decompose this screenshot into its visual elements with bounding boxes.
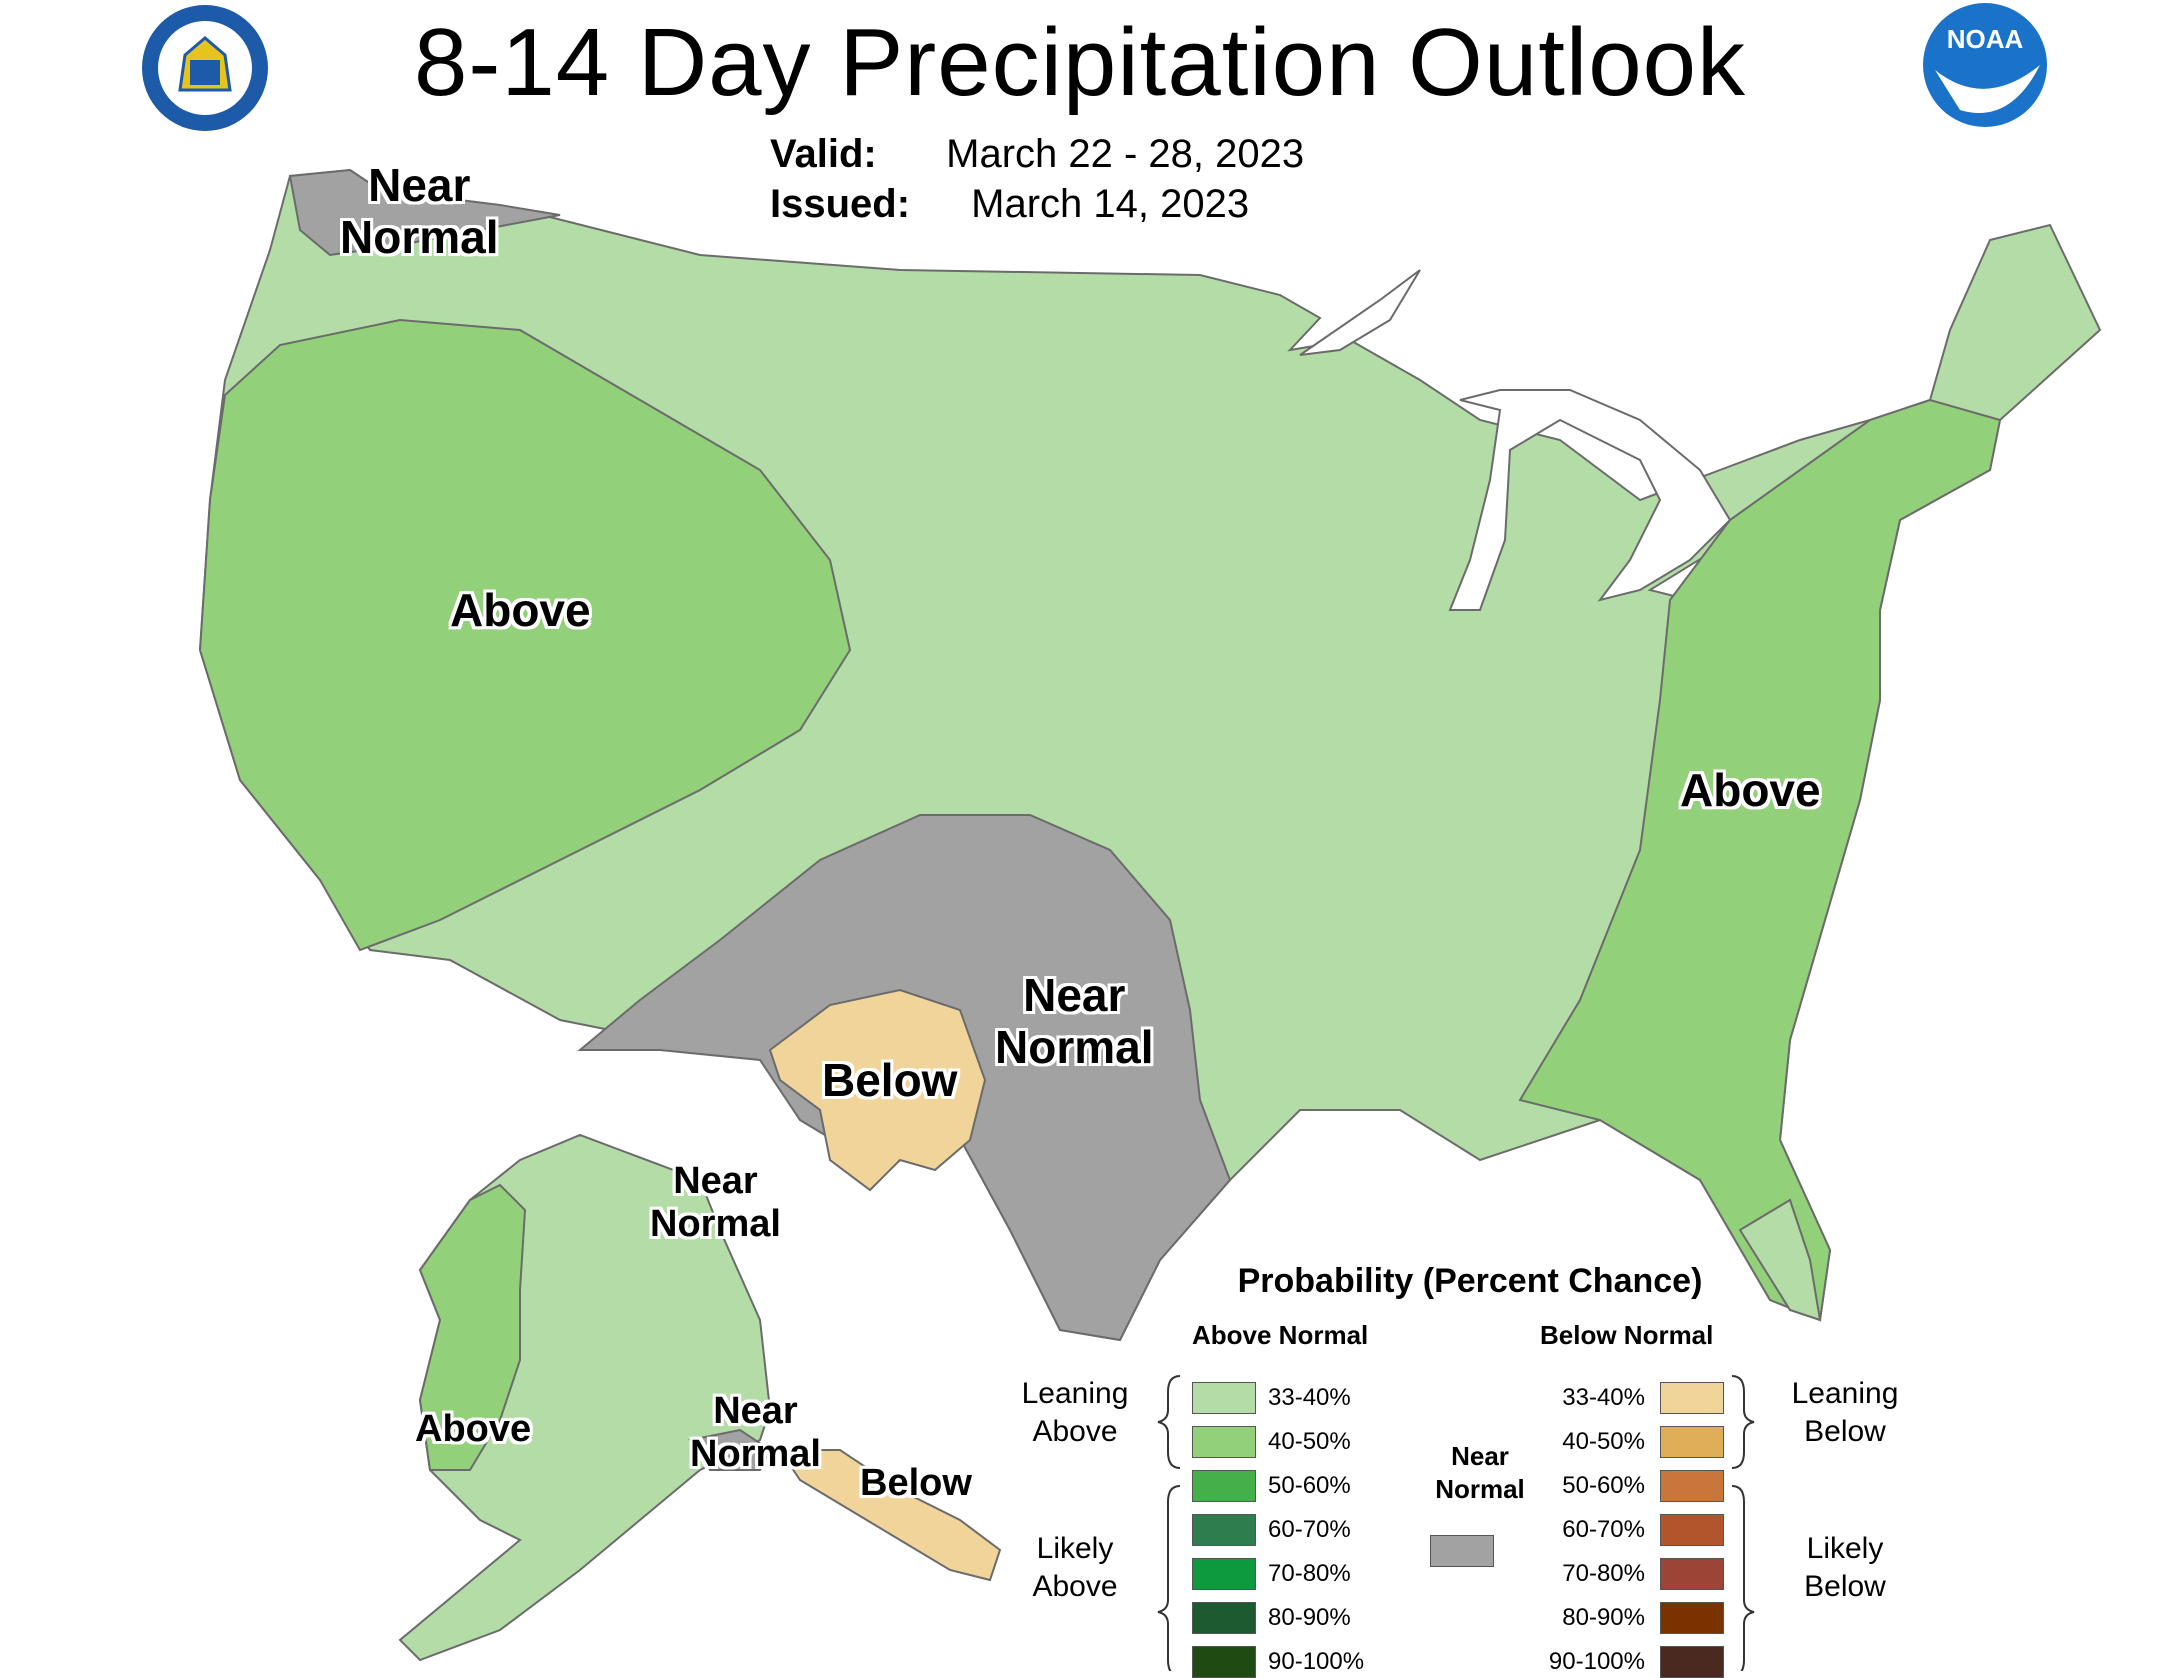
legend-above-range: 80-90% — [1268, 1604, 1351, 1631]
legend-likely-above: Likely Above — [1032, 1532, 1118, 1603]
legend-above-swatch — [1192, 1470, 1256, 1502]
map-label-ak-near-normal-north: Near Normal — [650, 1160, 781, 1245]
legend-below-range: 50-60% — [1562, 1472, 1645, 1499]
valid-label: Valid: — [770, 132, 877, 176]
legend-above-swatch — [1192, 1558, 1256, 1590]
valid-line: Valid: March 22 - 28, 2023 — [770, 132, 1304, 177]
alaska-panhandle-region-leaning-below-33-40 — [778, 1449, 1002, 1582]
legend-below-range: 80-90% — [1562, 1604, 1645, 1631]
legend-below-header: Below Normal — [1540, 1320, 1714, 1350]
legend-below-range: 40-50% — [1562, 1428, 1645, 1455]
northwest-region-near-normal — [288, 168, 561, 257]
legend-below-swatch — [1660, 1602, 1724, 1634]
legend-near-normal-label: Near Normal — [1435, 1441, 1525, 1504]
legend-above-range: 70-80% — [1268, 1560, 1351, 1587]
west-region-leaning-above-40-50 — [198, 318, 852, 952]
legend-above-swatch — [1192, 1382, 1256, 1414]
legend-below-range: 33-40% — [1562, 1384, 1645, 1411]
map-label-ak-below: Below — [860, 1462, 972, 1504]
southwest-region-leaning-below-33-40 — [768, 988, 987, 1192]
legend-above-header: Above Normal — [1192, 1320, 1369, 1350]
legend-title: Probability (Percent Chance) — [1237, 1262, 1703, 1300]
legend-leaning-below: Leaning Below — [1791, 1377, 1899, 1448]
map-label-ak-above: Above — [415, 1408, 532, 1450]
legend-below-swatch — [1660, 1426, 1724, 1458]
noaa-logo-icon: NOAA — [1923, 3, 2047, 127]
page-title: 8-14 Day Precipitation Outlook — [414, 9, 1746, 116]
valid-value: March 22 - 28, 2023 — [946, 132, 1305, 176]
legend-below-swatch — [1660, 1470, 1724, 1502]
svg-text:NOAA: NOAA — [1947, 24, 2024, 54]
legend-above-range: 60-70% — [1268, 1516, 1351, 1543]
issued-line: Issued: March 14, 2023 — [770, 182, 1249, 227]
legend-likely-below: Likely Below — [1804, 1532, 1886, 1603]
department-of-commerce-seal-icon — [142, 5, 268, 131]
alaska-west-region-leaning-above-40-50 — [418, 1183, 527, 1471]
alaska-south-region-near-normal — [688, 1428, 772, 1471]
legend-above-range: 90-100% — [1268, 1648, 1365, 1675]
map-label-south-near-normal: Near Normal — [995, 969, 1154, 1073]
legend-above-range: 50-60% — [1268, 1472, 1351, 1499]
issued-label: Issued: — [770, 182, 911, 226]
map-label-east-above: Above — [1680, 764, 1821, 816]
florida-region-leaning-above-33-40 — [1738, 1198, 1822, 1322]
legend-above-range: 33-40% — [1268, 1384, 1351, 1411]
issued-value: March 14, 2023 — [971, 182, 1250, 226]
map-label-nw-near-normal: Near Normal — [340, 159, 499, 263]
legend-above-swatch — [1192, 1602, 1256, 1634]
legend-below-range: 90-100% — [1548, 1648, 1645, 1675]
legend-below-swatch — [1660, 1514, 1724, 1546]
legend-near-normal-swatch — [1430, 1535, 1494, 1567]
map-label-west-above: Above — [450, 584, 591, 636]
legend-below-range: 60-70% — [1562, 1516, 1645, 1543]
legend-below-swatch — [1660, 1646, 1724, 1678]
legend-below-swatch — [1660, 1382, 1724, 1414]
map-label-ak-near-normal-south: Near Normal — [690, 1390, 821, 1475]
legend-above-swatch — [1192, 1426, 1256, 1458]
legend-above-swatch — [1192, 1646, 1256, 1678]
legend-above-swatch — [1192, 1514, 1256, 1546]
map-label-sw-below: Below — [822, 1054, 958, 1106]
legend-leaning-above: Leaning Above — [1021, 1377, 1129, 1448]
legend-below-swatch — [1660, 1558, 1724, 1590]
legend-braces — [1157, 1375, 1755, 1671]
legend-below-range: 70-80% — [1562, 1560, 1645, 1587]
legend-above-range: 40-50% — [1268, 1428, 1351, 1455]
east-region-leaning-above-40-50 — [1518, 398, 2002, 1322]
